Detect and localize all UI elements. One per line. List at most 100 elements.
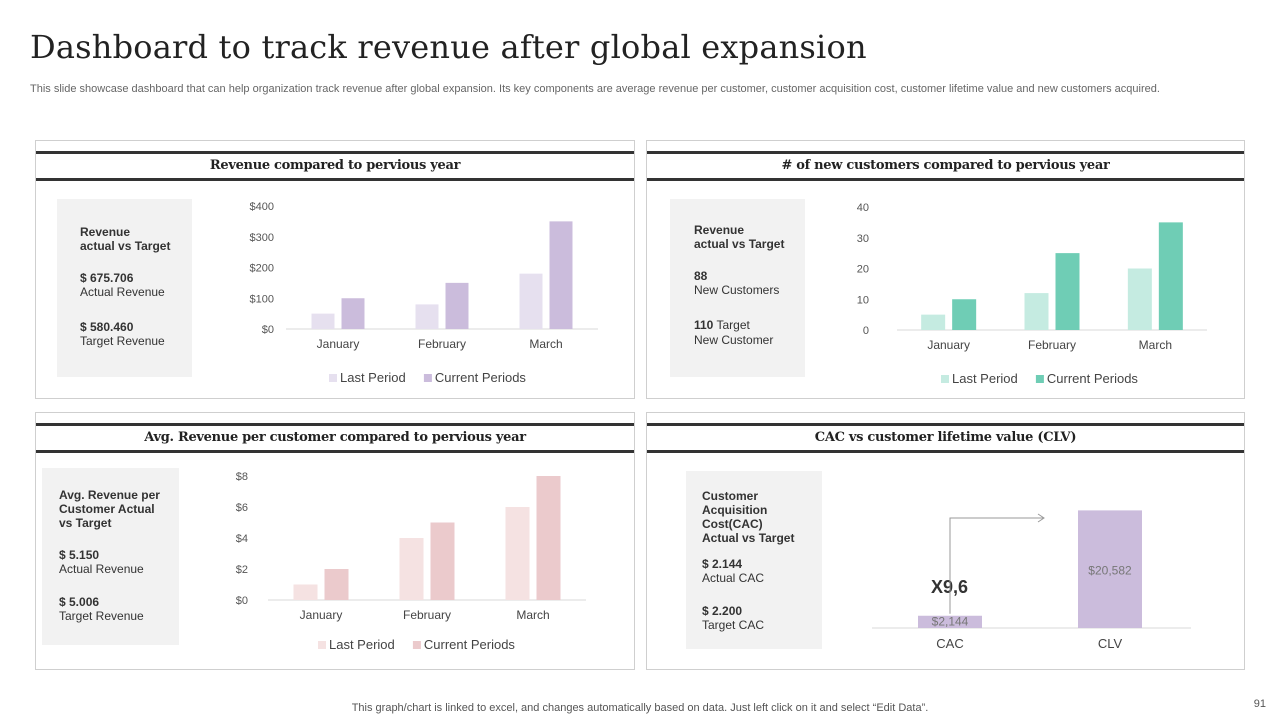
bar-current-periods [1055,253,1080,330]
arrow-head-icon [1037,513,1045,523]
y-tick-label: 30 [857,233,869,245]
legend-label: Last Period [329,637,395,652]
bar-current-periods [430,522,455,600]
legend-label: Last Period [340,370,406,385]
kpi-label-actual: Actual Revenue [80,285,165,299]
connector-arrow-line [949,517,1043,614]
x-tick-label: January [927,338,970,352]
kpi-label-target: Target Revenue [59,609,144,623]
legend-swatch [1035,375,1044,383]
bar-last-period [1127,268,1152,330]
revenue-kpi-box: Revenue actual vs Target $ 675.706 Actua… [57,199,192,377]
bar-last-period [311,313,335,329]
kpi-value-actual: $ 5.150 [59,548,100,562]
avg-revenue-panel: Avg. Revenue per customer compared to pe… [35,412,635,670]
bar-cac [918,615,982,628]
kpi-value-target: 110 [694,318,714,332]
bar-clv [1078,510,1142,628]
y-tick-label: $0 [236,595,248,607]
revenue-panel: Revenue compared to pervious year Revenu… [35,140,635,399]
bar-current-periods [549,221,573,329]
legend-label: Current Periods [1047,371,1139,386]
legend-label: Current Periods [435,370,527,385]
revenue-bar-chart: $0 $100 $200 $300 $400 January February March La… [250,201,598,385]
legend-swatch [423,374,432,382]
y-tick-label: $2 [236,564,248,576]
kpi-heading: Avg. Revenue per Customer Actual vs Targ… [59,488,160,530]
kpi-heading: Revenue actual vs Target [80,225,171,253]
customers-kpi-box: Revenue actual vs Target 88 New Customer… [670,199,805,377]
y-tick-label: $4 [236,533,248,545]
legend-label: Current Periods [424,637,516,652]
bar-last-period [505,507,530,600]
x-tick-label: March [529,337,562,351]
legend-swatch [318,641,326,649]
x-tick-label: March [516,608,549,622]
kpi-value-actual: $ 675.706 [80,271,134,285]
x-tick-label: February [418,337,466,351]
kpi-value-target: $ 5.006 [59,595,100,609]
x-tick-label: CLV [1098,636,1123,651]
x-tick-label: January [300,608,343,622]
legend-swatch [412,641,421,649]
kpi-target-line: 110 Target [694,318,805,333]
y-tick-label: $100 [250,293,274,305]
x-tick-label: February [1028,338,1076,352]
y-tick-label: 40 [857,202,869,214]
kpi-label-target: Target Revenue [80,334,165,348]
y-tick-label: $6 [236,502,248,514]
legend-swatch [941,375,949,383]
page-title: Dashboard to track revenue after global … [30,28,867,66]
cac-clv-bar-chart: $2,144 CAC $20,582 CLV [872,510,1191,651]
avg-revenue-kpi-box: Avg. Revenue per Customer Actual vs Targ… [42,468,179,645]
avg-revenue-bar-chart: $0 $2 $4 $6 $8 January February March Last Perio… [236,471,586,652]
data-label: $2,144 [932,615,969,629]
kpi-label-actual: Actual CAC [702,571,765,585]
kpi-value-actual: $ 2.144 [702,557,743,571]
avg-revenue-panel-title: Avg. Revenue per customer compared to pe… [36,423,634,453]
kpi-label-target: Target [713,318,750,332]
x-tick-label: CAC [936,636,963,651]
bar-last-period [415,304,439,329]
customers-panel-title: # of new customers compared to pervious … [647,151,1244,181]
y-tick-label: $300 [250,232,274,244]
legend-swatch [329,374,337,382]
bar-current-periods [536,476,561,600]
bar-last-period [1024,293,1049,330]
bar-last-period [399,538,424,600]
y-tick-label: 0 [863,325,869,337]
cac-kpi-box: Customer Acquisition Cost(CAC) Actual vs… [686,471,822,649]
kpi-value-target: $ 2.200 [702,604,743,618]
data-label: $20,582 [1088,563,1132,577]
kpi-label-target: Target CAC [702,618,765,632]
legend-label: Last Period [952,371,1018,386]
x-tick-label: February [403,608,451,622]
page-subtitle: This slide showcase dashboard that can h… [30,83,1160,95]
kpi-heading: Revenue actual vs Target [694,223,785,251]
page-number: 91 [1253,698,1266,710]
x-tick-label: March [1139,338,1172,352]
y-tick-label: 10 [857,294,869,306]
kpi-label-target-2: New Customer [694,333,774,347]
y-tick-label: $0 [262,324,274,336]
bar-current-periods [324,569,349,600]
bar-current-periods [952,299,977,330]
bar-current-periods [1158,222,1183,330]
kpi-value-actual: 88 [694,269,708,283]
y-tick-label: $400 [250,201,274,213]
y-tick-label: $8 [236,471,248,483]
revenue-panel-title: Revenue compared to pervious year [36,151,634,181]
kpi-label-actual: Actual Revenue [59,562,144,576]
cac-clv-panel: CAC vs customer lifetime value (CLV) Cus… [646,412,1245,670]
x-tick-label: January [317,337,360,351]
customers-bar-chart: 0 10 20 30 40 January February March Last Period… [857,202,1207,386]
bar-current-periods [445,282,469,329]
bar-current-periods [341,298,365,329]
bar-last-period [921,314,946,330]
footer-note: This graph/chart is linked to excel, and… [351,702,929,714]
y-tick-label: $200 [250,263,274,275]
bar-last-period [519,273,543,329]
y-tick-label: 20 [857,264,869,276]
kpi-heading: Customer Acquisition Cost(CAC) Actual vs… [702,489,795,545]
kpi-label-actual: New Customers [694,283,780,297]
